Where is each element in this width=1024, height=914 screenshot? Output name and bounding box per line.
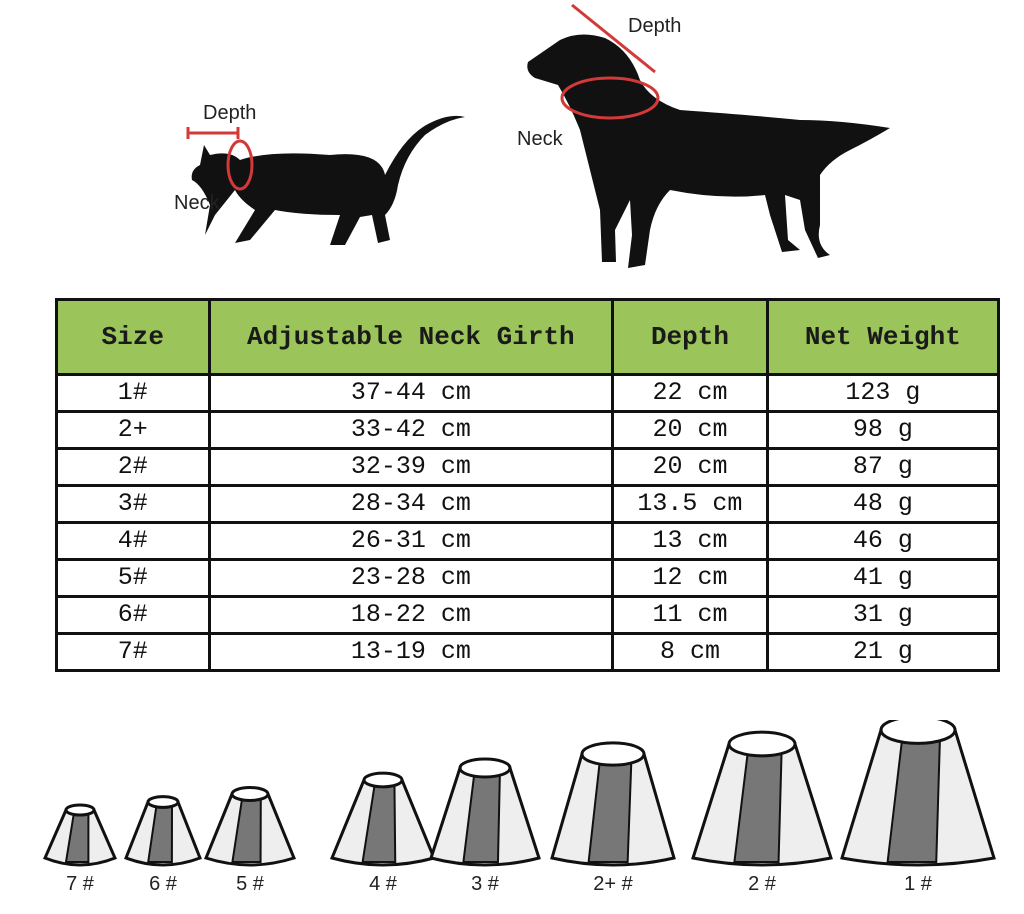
table-cell: 33-42 cm — [207, 410, 615, 450]
table-cell: 20 cm — [611, 410, 769, 450]
cone-collar — [203, 786, 297, 867]
table-cell: 6# — [55, 595, 211, 635]
table-row: 5# 23-28 cm 12 cm 41 g — [55, 558, 1001, 598]
table-cell: 7# — [55, 632, 211, 672]
column-header: Size — [55, 298, 211, 376]
cone-size-label: 3 # — [471, 873, 499, 895]
column-header: Adjustable Neck Girth — [207, 298, 615, 376]
table-cell: 37-44 cm — [207, 373, 615, 413]
table-cell: 18-22 cm — [207, 595, 615, 635]
cat-neck-label: Neck — [174, 192, 220, 214]
cone-collars-illustration — [43, 720, 996, 867]
cone-collar — [691, 730, 833, 867]
cone-collar — [550, 741, 676, 867]
cone-collar — [840, 720, 996, 867]
table-row: 1# 37-44 cm 22 cm 123 g — [55, 373, 1001, 413]
table-cell: 13-19 cm — [207, 632, 615, 672]
table-cell: 2# — [55, 447, 211, 487]
table-cell: 11 cm — [611, 595, 769, 635]
cone-size-label: 7 # — [66, 873, 94, 895]
cone-size-label: 5 # — [236, 873, 264, 895]
table-cell: 13.5 cm — [611, 484, 769, 524]
cone-size-label: 1 # — [904, 873, 932, 895]
dog-depth-label: Depth — [628, 15, 682, 37]
cone-collar — [329, 771, 437, 867]
table-cell: 32-39 cm — [207, 447, 615, 487]
table-cell: 2+ — [55, 410, 211, 450]
column-header: Depth — [611, 298, 769, 376]
table-cell: 31 g — [765, 595, 1001, 635]
cone-collar — [43, 803, 117, 867]
table-row: 7# 13-19 cm 8 cm 21 g — [55, 632, 1001, 672]
cone-size-label: 2+ # — [593, 873, 633, 895]
table-cell: 5# — [55, 558, 211, 598]
table-row: 2+ 33-42 cm 20 cm 98 g — [55, 410, 1001, 450]
table-cell: 20 cm — [611, 447, 769, 487]
table-row: 3# 28-34 cm 13.5 cm 48 g — [55, 484, 1001, 524]
table-row: 6# 18-22 cm 11 cm 31 g — [55, 595, 1001, 635]
cone-size-label: 2 # — [748, 873, 776, 895]
table-cell: 123 g — [765, 373, 1001, 413]
table-cell: 8 cm — [611, 632, 769, 672]
table-cell: 48 g — [765, 484, 1001, 524]
cat-silhouette — [186, 115, 465, 245]
table-cell: 28-34 cm — [207, 484, 615, 524]
table-cell: 98 g — [765, 410, 1001, 450]
dog-neck-label: Neck — [517, 128, 563, 150]
table-cell: 87 g — [765, 447, 1001, 487]
table-header-row: Size Adjustable Neck Girth Depth Net Weight — [55, 298, 1001, 376]
table-cell: 46 g — [765, 521, 1001, 561]
cone-size-label: 6 # — [149, 873, 177, 895]
table-cell: 1# — [55, 373, 211, 413]
table-cell: 22 cm — [611, 373, 769, 413]
table-row: 4# 26-31 cm 13 cm 46 g — [55, 521, 1001, 561]
cone-collar — [124, 795, 202, 867]
size-chart-table: Size Adjustable Neck Girth Depth Net Weight… — [55, 298, 1001, 672]
cat-depth-label: Depth — [203, 102, 257, 124]
table-cell: 12 cm — [611, 558, 769, 598]
table-cell: 4# — [55, 521, 211, 561]
table-row: 2# 32-39 cm 20 cm 87 g — [55, 447, 1001, 487]
table-cell: 23-28 cm — [207, 558, 615, 598]
column-header: Net Weight — [765, 298, 1001, 376]
table-cell: 26-31 cm — [207, 521, 615, 561]
dog-silhouette — [527, 3, 890, 268]
cone-collar — [429, 757, 541, 867]
table-cell: 13 cm — [611, 521, 769, 561]
table-cell: 3# — [55, 484, 211, 524]
table-cell: 41 g — [765, 558, 1001, 598]
cone-size-label: 4 # — [369, 873, 397, 895]
table-cell: 21 g — [765, 632, 1001, 672]
